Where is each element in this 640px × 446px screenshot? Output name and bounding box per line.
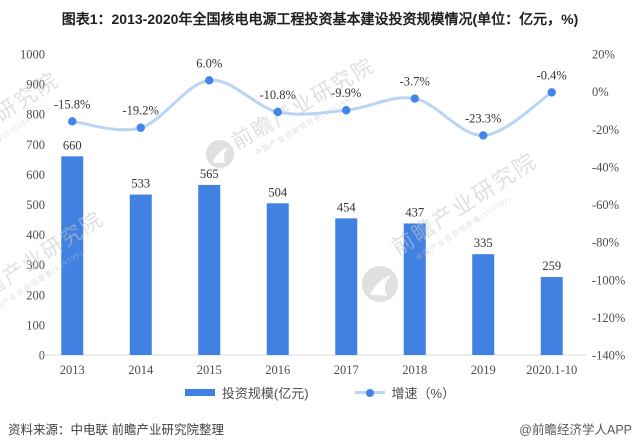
legend-item-investment: 投资规模(亿元) <box>184 383 309 402</box>
left-axis-tick: 300 <box>26 258 45 272</box>
line-swatch <box>354 388 385 397</box>
x-axis-label: 2016 <box>265 363 290 377</box>
line-marker <box>68 117 77 126</box>
bar <box>472 254 495 355</box>
bar-value-label: 660 <box>63 138 82 152</box>
line-marker <box>136 123 145 132</box>
right-axis-tick: -60% <box>592 198 619 212</box>
right-axis-tick: -80% <box>592 236 619 250</box>
bar-value-label: 533 <box>131 177 150 191</box>
legend: 投资规模(亿元) 增速（%） <box>0 383 640 402</box>
legend-label-growth: 增速（%） <box>391 386 456 401</box>
bar-swatch <box>184 389 215 396</box>
right-axis-tick: -120% <box>592 311 625 325</box>
line-marker <box>547 88 556 97</box>
left-axis-tick: 1000 <box>20 48 45 62</box>
x-axis-label: 2015 <box>197 363 222 377</box>
x-axis-label: 2019 <box>471 363 496 377</box>
bar <box>198 184 221 355</box>
bar <box>61 156 84 355</box>
right-axis-tick: -100% <box>592 273 625 287</box>
x-axis-label: 2013 <box>60 363 85 377</box>
line-value-label: 6.0% <box>196 56 222 70</box>
data-source-text: 资料来源：中电联 前瞻产业研究院整理 <box>8 423 224 437</box>
left-axis-tick: 500 <box>26 198 45 212</box>
line-value-label: -10.8% <box>260 88 296 102</box>
line-marker <box>410 94 419 103</box>
left-axis-tick: 100 <box>26 318 45 332</box>
bar-value-label: 504 <box>268 185 288 199</box>
line-marker <box>205 76 214 85</box>
left-axis-tick: 200 <box>26 288 45 302</box>
x-axis-label: 2014 <box>128 363 154 377</box>
credit-text: @前瞻经济学人APP <box>519 423 632 437</box>
line-marker <box>273 107 282 117</box>
bar-value-label: 335 <box>474 236 493 250</box>
watermark-text: 前瞻产业研究院 <box>228 53 379 154</box>
watermark-logo-icon <box>206 140 234 168</box>
line-swatch-dot <box>365 388 374 397</box>
x-axis-label: 2017 <box>334 363 359 377</box>
right-axis-tick: -140% <box>592 349 625 363</box>
left-axis-tick: 600 <box>26 168 45 182</box>
legend-label-investment: 投资规模(亿元) <box>221 386 309 401</box>
watermark-logo-icon <box>362 266 398 302</box>
x-axis-label: 2018 <box>402 363 427 377</box>
right-axis-tick: 20% <box>592 48 615 62</box>
right-axis-tick: -40% <box>592 160 619 174</box>
left-axis-tick: 900 <box>26 78 45 92</box>
bar-value-label: 437 <box>405 205 424 219</box>
x-axis-label: 2020.1-10 <box>526 363 577 377</box>
line-value-label: -9.9% <box>331 86 361 100</box>
line-value-label: -19.2% <box>123 104 159 118</box>
chart-title: 图表1：2013-2020年全国核电电源工程投资基本建设投资规模情况(单位：亿元… <box>61 11 579 27</box>
bar-value-label: 454 <box>337 200 357 214</box>
left-axis-tick: 400 <box>26 228 45 242</box>
line-marker <box>342 106 351 115</box>
right-axis-tick: -20% <box>592 123 619 137</box>
line-value-label: -15.8% <box>54 97 90 111</box>
right-axis-tick: 0% <box>592 85 609 99</box>
bar <box>403 223 426 355</box>
line-value-label: -3.7% <box>400 75 430 89</box>
bar-value-label: 565 <box>200 167 219 181</box>
watermark-text: 前瞻产业研究院 <box>387 148 542 260</box>
bars-group: 660 533 565 504 454 437 335 259 <box>61 138 563 355</box>
bar <box>335 218 358 355</box>
bar <box>266 203 289 355</box>
line-series: -15.8% -19.2% 6.0% -10.8% -9.9% -3.7% -23.3% -0… <box>54 56 567 140</box>
bar-value-label: 259 <box>542 259 561 273</box>
line-value-label: -0.4% <box>537 68 567 82</box>
watermark-text: 前瞻产业研究院 <box>0 67 64 179</box>
bar <box>129 194 152 355</box>
left-axis-tick: 800 <box>26 108 45 122</box>
bar <box>540 277 563 355</box>
right-axis: 20% 0% -20% -40% -60% -80% -100% -120% -140% <box>592 48 625 363</box>
x-axis-labels: 2013 2014 2015 2016 2017 2018 2019 2020.1-10 <box>60 363 578 377</box>
legend-item-growth: 增速（%） <box>354 383 456 402</box>
left-axis: 10009008007006005004003002001000 <box>20 48 45 363</box>
footer: 资料来源：中电联 前瞻产业研究院整理 @前瞻经济学人APP <box>8 419 632 438</box>
line-marker <box>479 131 488 140</box>
line-value-label: -23.3% <box>465 111 501 125</box>
left-axis-tick: 700 <box>26 138 45 152</box>
